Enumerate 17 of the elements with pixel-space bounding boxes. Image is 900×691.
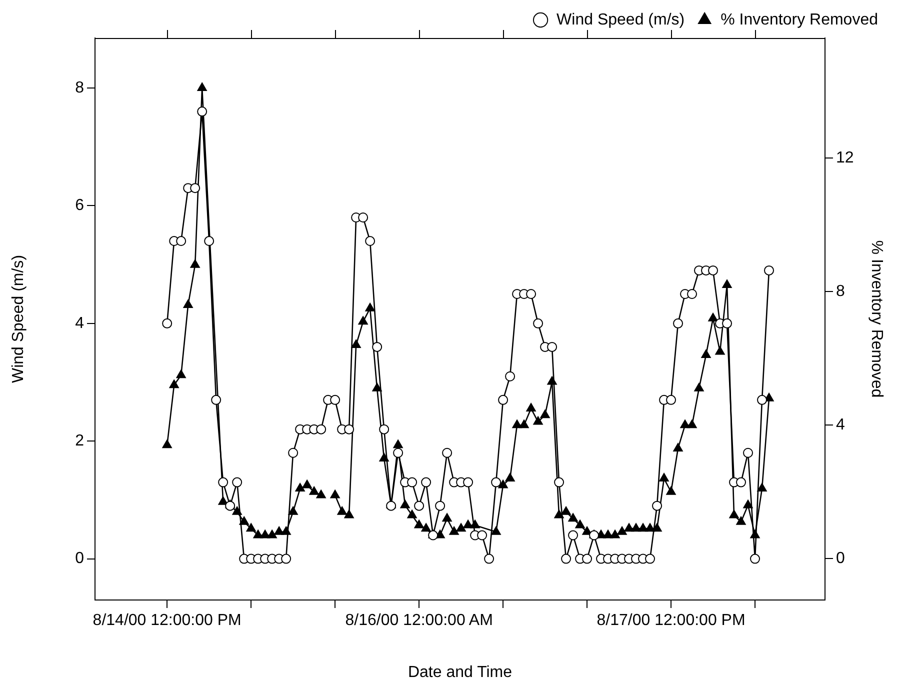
y-axis-title: Wind Speed (m/s) bbox=[10, 254, 28, 384]
y2-tick-label: 4 bbox=[836, 416, 845, 434]
x-tick-label: 8/16/00 12:00:00 AM bbox=[345, 612, 493, 630]
y-tick-label: 4 bbox=[75, 314, 84, 332]
y-tick-label: 0 bbox=[75, 550, 84, 568]
y-tick-label: 8 bbox=[75, 79, 84, 96]
x-tick-label: 8/14/00 12:00:00 PM bbox=[92, 612, 242, 630]
legend-label: Wind Speed (m/s) bbox=[556, 11, 685, 28]
y-tick-label: 2 bbox=[75, 432, 84, 450]
x-axis-title: Date and Time bbox=[408, 664, 512, 681]
y2-tick-label: 8 bbox=[836, 283, 845, 300]
legend-label: % Inventory Removed bbox=[720, 11, 878, 28]
x-tick-label: 8/17/00 12:00:00 PM bbox=[596, 612, 746, 630]
y-tick-label: 6 bbox=[75, 197, 84, 214]
y2-axis-title: % Inventory Removed bbox=[868, 240, 885, 398]
y2-tick-label: 0 bbox=[836, 550, 845, 568]
y2-tick-label: 12 bbox=[836, 150, 854, 167]
